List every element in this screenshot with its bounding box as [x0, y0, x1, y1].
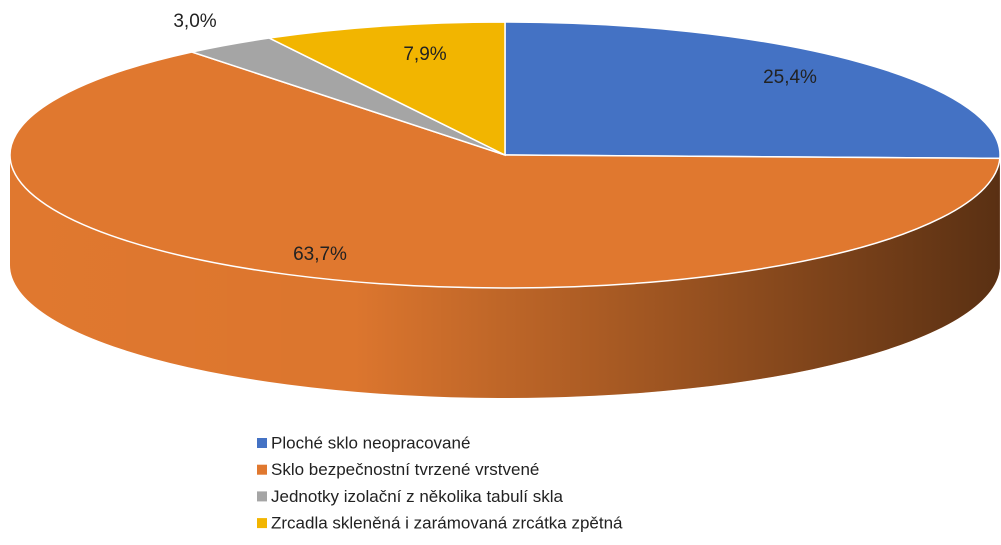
side-shade	[10, 155, 1000, 398]
data-label: 7,9%	[403, 44, 446, 65]
legend-label: Jednotky izolační z několika tabulí skla	[271, 487, 564, 506]
legend-swatch	[257, 491, 267, 502]
slice	[266, 21, 506, 157]
slice	[504, 21, 1001, 160]
legend-swatch	[257, 518, 267, 529]
data-label: 25,4%	[763, 67, 817, 88]
data-label: 63,7%	[293, 244, 347, 265]
data-label: 3,0%	[173, 11, 216, 32]
slice	[9, 51, 1001, 289]
legend-label: Zrcadla skleněná i zarámovaná zrcátka zp…	[271, 514, 623, 533]
legend-swatch	[257, 438, 267, 448]
legend-swatch	[257, 464, 267, 475]
legend-label: Ploché sklo neopracované	[271, 433, 470, 452]
legend-label: Sklo bezpečnostní tvrzené vrstvené	[271, 460, 539, 479]
